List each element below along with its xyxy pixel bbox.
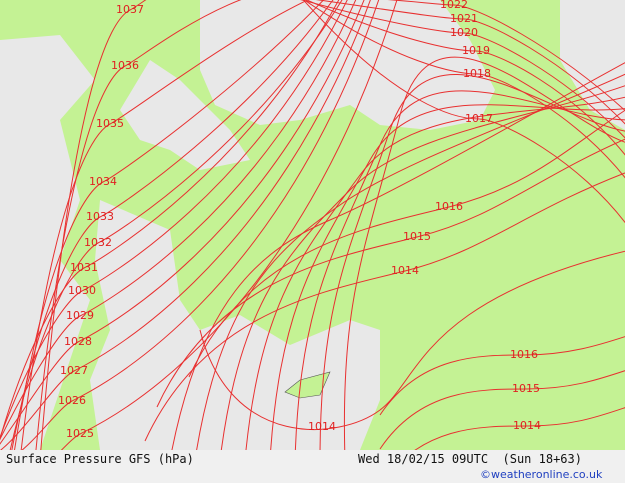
- isobar-label: 1037: [116, 3, 144, 16]
- isobar-label: 1028: [64, 335, 92, 348]
- isobar: [0, 0, 365, 445]
- isobar-label: 1022: [440, 0, 468, 11]
- isobar: [381, 407, 625, 483]
- isobar: [7, 0, 343, 461]
- isobar: [156, 138, 625, 408]
- credit: ©weatheronline.co.uk: [480, 468, 603, 481]
- isobar: [319, 73, 625, 461]
- sea: [560, 0, 625, 130]
- isobar: [302, 0, 625, 224]
- isobar: [0, 0, 380, 464]
- isobar-label: 1026: [58, 394, 86, 407]
- isobar-label: 1016: [435, 200, 463, 213]
- isobar-label: 1034: [89, 175, 117, 188]
- isobar-label: 1015: [512, 382, 540, 395]
- isobar: [244, 96, 625, 461]
- isobar-label: 1014: [513, 419, 541, 432]
- timestamp: Wed 18/02/15 09UTC (Sun 18+63): [358, 452, 582, 466]
- isobar: [379, 336, 625, 416]
- isobar-label: 1015: [403, 230, 431, 243]
- isobar: [0, 0, 348, 439]
- isobar: [39, 0, 147, 461]
- isobar-label: 1014: [391, 264, 419, 277]
- isobar-label: 1020: [450, 26, 478, 39]
- isobar-label: 1014: [308, 420, 336, 433]
- isobar: [19, 0, 309, 461]
- isobar-label: 1032: [84, 236, 112, 249]
- isobar: [219, 85, 625, 461]
- isobar: [315, 0, 625, 125]
- isobar-label: 1027: [60, 364, 88, 377]
- isobar: [303, 0, 625, 179]
- isobar: [294, 90, 625, 461]
- isobar: [387, 0, 625, 112]
- isobar-label: 1018: [463, 67, 491, 80]
- isobar: [269, 104, 625, 461]
- isobar-label: 1017: [465, 112, 493, 125]
- isobar: [0, 0, 340, 441]
- sea: [120, 60, 250, 170]
- isobar-label: 1029: [66, 309, 94, 322]
- isobar: [0, 0, 357, 441]
- island: [284, 371, 331, 399]
- isobar: [343, 56, 625, 461]
- isobar-label: 1036: [111, 59, 139, 72]
- isobar-label: 1033: [86, 210, 114, 223]
- isobar-label: 1035: [96, 117, 124, 130]
- isobar: [379, 370, 625, 450]
- isobar-label: 1030: [68, 284, 96, 297]
- sea: [200, 0, 495, 130]
- isobar-label: 1021: [450, 12, 478, 25]
- isobar: [194, 73, 625, 461]
- isobar-label: 1016: [510, 348, 538, 361]
- isobar: [144, 172, 625, 442]
- isobar: [305, 0, 625, 156]
- isobar: [169, 62, 625, 461]
- map-title: Surface Pressure GFS (hPa): [6, 452, 194, 466]
- isobar-label: 1025: [66, 427, 94, 440]
- isobar: [12, 0, 325, 461]
- isobar-label: 1031: [70, 261, 98, 274]
- isobar: [0, 0, 371, 452]
- isobar: [300, 0, 625, 139]
- isobar-label: 1019: [462, 44, 490, 57]
